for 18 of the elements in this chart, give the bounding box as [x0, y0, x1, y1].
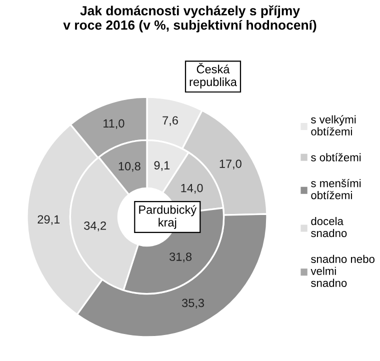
data-label: 35,3 [182, 298, 204, 309]
data-label: 14,0 [181, 184, 203, 194]
data-label: 9,1 [154, 161, 170, 171]
legend-label: docela snadno [311, 216, 347, 238]
slice-label: Pardubický kraj [139, 205, 197, 229]
data-label: 31,8 [170, 252, 192, 262]
data-label: 10,8 [118, 162, 140, 172]
data-label: 7,6 [162, 116, 178, 126]
slice-label: Česká republika [190, 62, 237, 88]
data-label: 11,0 [104, 119, 124, 129]
chart-title: Jak domácnosti vycházely s příjmy v roce 2016 (v %, subjektivní hodnocení) [63, 5, 316, 32]
data-label: 29,1 [38, 215, 60, 225]
data-label: 17,0 [220, 160, 242, 170]
legend-label: s obtížemi [311, 153, 361, 162]
data-label: 34,2 [84, 221, 106, 232]
legend-label: snadno nebo velmi snadno [310, 254, 374, 287]
legend-label: s menšími obtížemi [311, 178, 361, 200]
legend-label: s velkými obtížemi [311, 115, 356, 136]
